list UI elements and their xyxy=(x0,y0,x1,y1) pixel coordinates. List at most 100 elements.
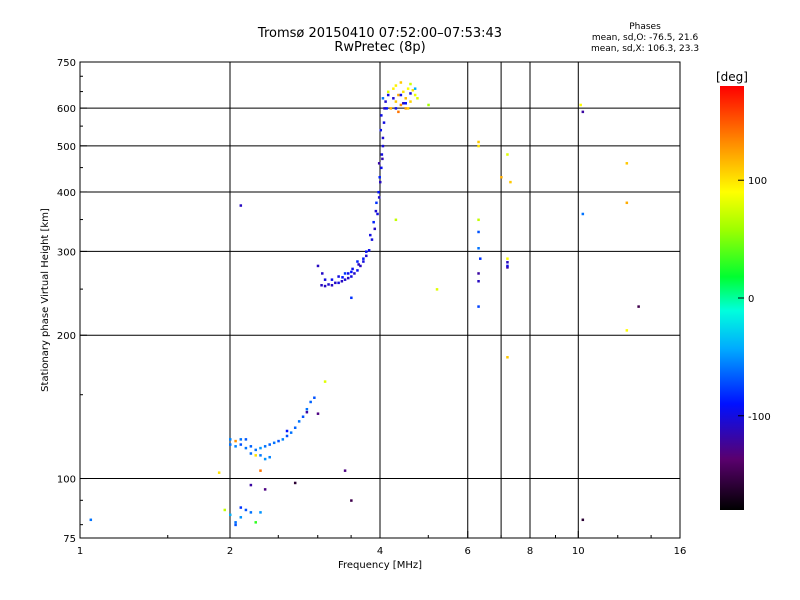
scatter-point xyxy=(377,190,380,194)
x-tick-label: 16 xyxy=(674,546,687,557)
axis-ticks: 1 2 4 6 8 10 16 75 100 200 300 400 500 600 750 xyxy=(57,58,686,557)
y-tick-label: 75 xyxy=(63,534,76,545)
colorbar-tick-label: 0 xyxy=(748,294,754,305)
scatter-point xyxy=(381,136,385,140)
y-tick-label: 300 xyxy=(57,247,76,258)
scatter-point xyxy=(397,93,400,97)
scatter-point xyxy=(435,288,439,291)
scatter-point xyxy=(381,144,385,148)
scatter-point xyxy=(394,100,398,103)
scatter-point xyxy=(385,107,388,110)
scatter-point xyxy=(337,281,340,285)
scatter-point xyxy=(272,441,276,445)
scatter-point xyxy=(229,438,232,441)
scatter-point xyxy=(372,220,375,224)
x-tick-label: 10 xyxy=(572,546,585,557)
scatter-point xyxy=(362,257,365,260)
scatter-point xyxy=(263,445,267,448)
scatter-point xyxy=(234,439,237,443)
colorbar-ticks: 100 0 -100 xyxy=(738,176,771,423)
scatter-point xyxy=(506,261,509,264)
scatter-point xyxy=(380,114,383,117)
scatter-point xyxy=(394,84,398,87)
scatter-point xyxy=(376,212,379,216)
scatter-point xyxy=(239,516,243,519)
scatter-point xyxy=(234,521,237,524)
scatter-point xyxy=(316,412,320,415)
scatter-point xyxy=(305,410,309,414)
scatter-point xyxy=(409,92,412,95)
scatter-point xyxy=(330,284,334,287)
scatter-point xyxy=(249,511,253,514)
scatter-point xyxy=(309,400,312,404)
scatter-point xyxy=(234,445,237,448)
scatter-point xyxy=(392,87,395,90)
scatter-point xyxy=(384,100,387,103)
scatter-point xyxy=(399,93,403,97)
scatter-point xyxy=(323,284,327,288)
scatter-point xyxy=(293,426,297,429)
scatter-point xyxy=(281,438,285,441)
scatter-point xyxy=(402,102,405,105)
scatter-point xyxy=(323,278,327,281)
scatter-point xyxy=(351,267,354,271)
scatter-point xyxy=(285,434,289,438)
scatter-point xyxy=(477,140,480,144)
scatter-point xyxy=(581,518,585,522)
scatter-point xyxy=(406,107,410,110)
scatter-point xyxy=(379,128,383,132)
scatter-point xyxy=(359,264,362,268)
phase-stats-x: mean, sd,X: 106.3, 23.3 xyxy=(590,44,700,54)
scatter-point xyxy=(316,264,320,268)
scatter-point xyxy=(313,396,316,399)
scatter-points xyxy=(89,81,640,527)
scatter-point xyxy=(413,93,417,97)
x-axis-label: Frequency [MHz] xyxy=(338,560,422,571)
scatter-point xyxy=(254,454,257,457)
scatter-point xyxy=(404,97,407,100)
scatter-point xyxy=(263,488,267,491)
scatter-point xyxy=(477,280,480,283)
y-tick-label: 500 xyxy=(57,142,76,153)
scatter-point xyxy=(297,420,301,423)
colorbar-unit-label: [deg] xyxy=(716,70,748,84)
scatter-point xyxy=(343,272,347,275)
scatter-point xyxy=(259,469,262,472)
scatter-point xyxy=(479,257,482,260)
scatter-point xyxy=(234,523,237,527)
y-tick-label: 600 xyxy=(57,104,76,115)
scatter-point xyxy=(378,175,381,179)
phases-label: Phases xyxy=(629,22,661,32)
scatter-point xyxy=(229,513,232,517)
scatter-point xyxy=(346,272,350,275)
scatter-point xyxy=(386,93,390,97)
scatter-point xyxy=(477,144,480,148)
scatter-point xyxy=(579,103,582,107)
scatter-point xyxy=(330,278,334,281)
scatter-point xyxy=(239,438,243,441)
chart-title: Tromsø 20150410 07:52:00–07:53:43 xyxy=(257,26,503,41)
scatter-point xyxy=(386,90,390,94)
y-axis-label: Stationary phase Virtual Height [km] xyxy=(40,208,51,392)
scatter-point xyxy=(625,162,629,165)
scatter-point xyxy=(581,110,585,114)
x-tick-label: 1 xyxy=(77,546,83,557)
scatter-point xyxy=(383,107,386,110)
scatter-point xyxy=(625,329,629,332)
scatter-point xyxy=(399,81,403,84)
scatter-point xyxy=(402,90,405,94)
scatter-point xyxy=(343,278,347,281)
scatter-point xyxy=(380,153,384,156)
scatter-point xyxy=(377,162,381,165)
scatter-point xyxy=(411,88,415,92)
scatter-point xyxy=(356,260,359,263)
scatter-point xyxy=(409,100,412,103)
phase-stats-o: mean, sd,O: -76.5, 21.6 xyxy=(591,33,699,43)
scatter-point xyxy=(399,103,403,107)
scatter-point xyxy=(350,296,353,300)
colorbar-tick-label: -100 xyxy=(748,412,771,423)
scatter-point xyxy=(217,471,221,474)
scatter-point xyxy=(373,227,377,231)
scatter-point xyxy=(392,97,395,100)
